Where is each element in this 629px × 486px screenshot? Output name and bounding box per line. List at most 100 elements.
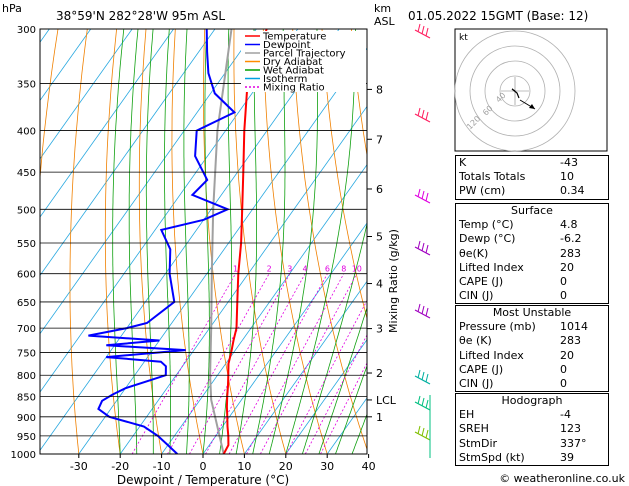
mixing-ratio-label: 8 [341,265,346,274]
dry-adiabat-line [40,29,59,183]
surface-label: CIN (J) [459,289,494,303]
indices-table: K -43 Totals Totals 10 PW (cm) 0.34 [455,155,609,200]
storm-motion-arrowhead [529,104,535,109]
km-tick-label: 5 [376,230,383,243]
pressure-tick-label: 1000 [11,450,36,461]
legend-label: Parcel Trajectory [263,49,346,60]
km-tick-label: 3 [376,323,383,336]
hodograph-row: StmSpd (kt) 39 [456,451,608,465]
dry-adiabat-line [171,29,204,454]
hodograph-table: Hodograph EH -4 SREH 123 StmDir 337° StmSpd… [455,393,609,467]
pressure-tick-label: 750 [17,348,36,359]
hodograph-value: 337° [560,436,587,450]
most-unstable-table: Most Unstable Pressure (mb) 1014 θe (K) 28… [455,305,609,393]
indices-label: K [459,156,467,169]
mixing-ratio-line [167,273,270,454]
wind-barb-flag [421,305,425,315]
surface-value: 0 [560,275,567,289]
isotherm-line [244,280,367,454]
wind-barbs [414,23,431,458]
dry-adiabat-line [351,29,367,158]
dewpoint-line [88,29,237,454]
surface-label: CAPE (J) [459,275,504,289]
isotherm-line [285,338,367,454]
most-unstable-row: CAPE (J) 0 [456,363,608,377]
surface-value: 4.8 [560,218,578,232]
wet-adiabat-line [202,29,210,454]
hodograph-value: 39 [560,450,574,464]
surface-table: Surface Temp (°C) 4.8 Dewp (°C) -6.2 θe(K)… [455,203,609,305]
surface-value: -6.2 [560,232,582,246]
wind-barb-flag [421,25,425,35]
km-tick-label: 2 [376,367,383,380]
pressure-tick-label: 350 [17,79,36,90]
most-unstable-row: Pressure (mb) 1014 [456,320,608,334]
hodograph-ring [454,30,576,152]
most-unstable-value: 283 [560,334,581,348]
wind-barb-flag [421,397,425,407]
surface-value: 283 [560,246,581,260]
most-unstable-label: CIN (J) [459,377,494,391]
wind-barb-flag [417,188,421,198]
hodograph-row: StmDir 337° [456,437,608,451]
wind-barb-flag [417,23,421,33]
x-axis-label: Dewpoint / Temperature (°C) [117,473,289,486]
wind-barb-flag [421,371,425,381]
x-tick-label: -30 [70,460,88,473]
mixing-ratio-label: 3 [287,265,292,274]
dry-adiabat-line [202,29,245,454]
surface-row: Temp (°C) 4.8 [456,218,608,232]
wind-barb-flag [417,303,421,313]
hodograph-ring [469,45,561,137]
isotherm-line [40,29,92,102]
location-title: 38°59'N 282°28'W 95m ASL [56,9,225,23]
indices-label: PW (cm) [459,184,506,198]
isotherm-line [202,222,367,454]
mixing-ratio-label: 10 [352,265,362,274]
x-tick-label: -10 [153,460,171,473]
parcel-trajectory-line [209,29,233,454]
dry-adiabat-line [69,29,88,454]
mixing-ratio-label: 6 [325,265,330,274]
mixing-ratio-line [189,273,291,454]
most-unstable-row: θe (K) 283 [456,334,608,348]
indices-row-k: K -43 [456,156,608,170]
most-unstable-label: CAPE (J) [459,362,504,376]
hodograph-label: StmSpd (kt) [459,450,525,464]
wind-barb-flag [425,192,429,202]
x-tick-label: 10 [237,460,251,473]
pressure-tick-label: 300 [17,25,36,36]
pressure-tick-label: 950 [17,432,36,443]
most-unstable-value: 1014 [560,320,588,334]
pressure-tick-label: 900 [17,413,36,424]
indices-value: -43 [560,156,578,169]
pressure-tick-label: 700 [17,324,36,335]
dry-adiabat-line [615,29,629,454]
wet-adiabat-line [145,29,154,454]
legend-label: Wet Adiabat [263,66,324,77]
pressure-tick-label: 500 [17,205,36,216]
wind-barb-flag [417,240,421,250]
most-unstable-row: CIN (J) 0 [456,377,608,391]
indices-value: 0.34 [560,184,585,198]
mixing-ratio-line [246,273,345,454]
hodograph-trace [511,88,520,99]
mixing-ratio-label: 2 [267,265,272,274]
legend-label: Mixing Ratio [263,83,325,94]
hodograph-frame [454,28,608,152]
isotherm-line [40,29,340,452]
hodograph-ring [499,75,531,107]
wind-barb-flag [421,190,425,200]
wind-barb-flag [417,369,421,379]
hodograph-value: 123 [560,422,581,436]
indices-label: Totals Totals [459,170,526,184]
wet-adiabat-line [128,29,139,454]
hodograph-unit-label: kt [459,33,468,43]
wind-barb-flag [425,429,429,439]
wind-barb-flag [425,111,429,121]
wet-adiabat-line [335,364,367,454]
x-tick-label: 30 [320,460,334,473]
hodograph-value: -4 [560,408,571,422]
pressure-tick-label: 400 [17,127,36,138]
